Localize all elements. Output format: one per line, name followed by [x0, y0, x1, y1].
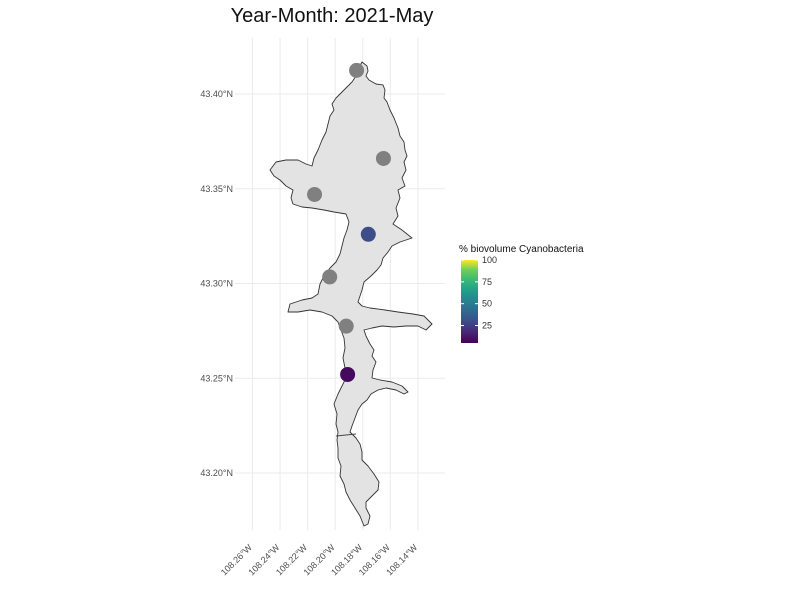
chart-title: Year-Month: 2021-May	[231, 5, 434, 27]
y-tick-label: 43.30°N	[200, 279, 233, 289]
colorbar-tick-label: 100	[482, 255, 497, 265]
x-axis-ticks: 108.26°W108.24°W108.22°W108.20°W108.18°W…	[219, 542, 420, 577]
colorbar-tick-label: 75	[482, 277, 492, 287]
y-tick-label: 43.25°N	[200, 373, 233, 383]
sampling-point	[340, 366, 356, 382]
sampling-point	[307, 186, 323, 202]
sampling-point	[338, 318, 354, 334]
colorbar-ticks: 25 50 75 100	[461, 255, 497, 331]
sampling-point	[375, 150, 391, 166]
colorbar-gradient	[461, 260, 478, 343]
sampling-point	[349, 62, 365, 78]
y-tick-label: 43.35°N	[200, 184, 233, 194]
y-tick-label: 43.20°N	[200, 468, 233, 478]
colorbar-tick-label: 50	[482, 299, 492, 309]
colorbar-legend: % biovolume Cyanobacteria 25 50 75 100	[459, 244, 584, 343]
legend-title: % biovolume Cyanobacteria	[459, 244, 584, 255]
y-tick-label: 43.40°N	[200, 89, 233, 99]
sampling-points	[307, 62, 391, 382]
y-axis-ticks: 43.20°N 43.25°N 43.30°N 43.35°N 43.40°N	[200, 89, 233, 478]
sampling-point	[322, 269, 338, 285]
colorbar-tick-label: 25	[482, 321, 492, 331]
sampling-point	[360, 226, 376, 242]
lake-outline	[269, 61, 433, 527]
